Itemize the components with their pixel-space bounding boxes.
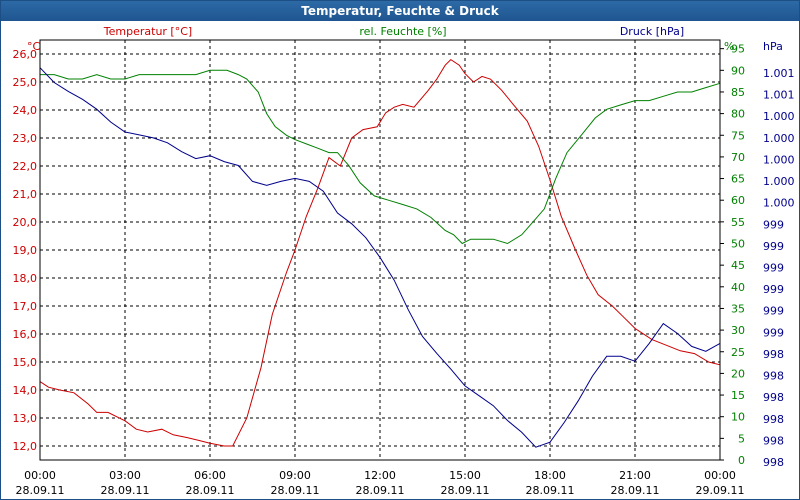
pressure-tick-label: 1.000 [763, 197, 795, 210]
pressure-tick-label: 999 [763, 240, 784, 253]
humidity-series-line [40, 69, 721, 245]
x-tick-date: 28.09.11 [611, 484, 660, 497]
temperature-tick-label: 24,0 [13, 104, 38, 117]
humidity-tick-label: 70 [731, 151, 745, 164]
humidity-tick-label: 20 [731, 367, 745, 380]
humidity-axis-title: rel. Feuchte [%] [359, 25, 446, 38]
humidity-tick-label: 0 [738, 454, 745, 467]
x-tick-date: 28.09.11 [186, 484, 235, 497]
pressure-tick-label: 998 [763, 413, 784, 426]
temperature-tick-label: 23,0 [13, 132, 38, 145]
pressure-unit: hPa [763, 40, 783, 53]
pressure-tick-label: 1.000 [763, 175, 795, 188]
humidity-tick-label: 30 [731, 324, 745, 337]
pressure-axis-title: Druck [hPa] [620, 25, 684, 38]
axes: Temperatur [°C] rel. Feuchte [%] Druck [… [13, 25, 795, 497]
temperature-tick-label: 16,0 [13, 328, 38, 341]
humidity-tick-label: 5 [738, 432, 745, 445]
x-tick-date: 28.09.11 [441, 484, 490, 497]
temperature-tick-label: 12,0 [13, 440, 38, 453]
temperature-tick-label: 15,0 [13, 356, 38, 369]
x-tick-time: 00:00 [704, 469, 736, 482]
x-tick-time: 12:00 [364, 469, 396, 482]
x-tick-time: 18:00 [534, 469, 566, 482]
series-lines [39, 58, 721, 448]
x-tick-time: 21:00 [619, 469, 651, 482]
pressure-tick-label: 1.000 [763, 132, 795, 145]
humidity-tick-label: 90 [731, 64, 745, 77]
pressure-series-line [39, 67, 721, 448]
humidity-tick-label: 40 [731, 281, 745, 294]
x-tick-time: 06:00 [194, 469, 226, 482]
x-tick-date: 29.09.11 [696, 484, 745, 497]
x-tick-time: 00:00 [24, 469, 56, 482]
humidity-tick-label: 95 [731, 43, 745, 56]
x-tick-date: 28.09.11 [16, 484, 65, 497]
pressure-tick-label: 998 [763, 348, 784, 361]
pressure-tick-label: 1.001 [763, 67, 795, 80]
plot-border [39, 39, 721, 461]
temperature-tick-label: 14,0 [13, 384, 38, 397]
humidity-unit: % [724, 40, 734, 53]
pressure-tick-label: 999 [763, 262, 784, 275]
pressure-tick-label: 998 [763, 434, 784, 447]
x-tick-date: 28.09.11 [526, 484, 575, 497]
temperature-unit: °C [27, 40, 41, 53]
temperature-series-line [39, 58, 721, 447]
x-tick-date: 28.09.11 [356, 484, 405, 497]
x-tick-time: 09:00 [279, 469, 311, 482]
x-tick-date: 28.09.11 [271, 484, 320, 497]
pressure-tick-label: 999 [763, 326, 784, 339]
temperature-tick-label: 25,0 [13, 76, 38, 89]
pressure-tick-label: 1.001 [763, 89, 795, 102]
humidity-tick-label: 50 [731, 238, 745, 251]
pressure-tick-label: 999 [763, 305, 784, 318]
pressure-tick-label: 998 [763, 370, 784, 383]
pressure-tick-label: 1.000 [763, 110, 795, 123]
humidity-tick-label: 55 [731, 216, 745, 229]
temperature-tick-label: 18,0 [13, 272, 38, 285]
humidity-tick-label: 60 [731, 194, 745, 207]
x-tick-time: 03:00 [109, 469, 141, 482]
humidity-tick-label: 35 [731, 302, 745, 315]
humidity-tick-label: 25 [731, 346, 745, 359]
humidity-tick-label: 85 [731, 86, 745, 99]
humidity-tick-label: 15 [731, 389, 745, 402]
humidity-tick-label: 80 [731, 108, 745, 121]
temperature-tick-label: 19,0 [13, 244, 38, 257]
temperature-tick-label: 22,0 [13, 160, 38, 173]
temperature-tick-label: 13,0 [13, 412, 38, 425]
temperature-axis-title: Temperatur [°C] [103, 25, 192, 38]
temperature-tick-label: 17,0 [13, 300, 38, 313]
grid [40, 40, 720, 460]
temperature-tick-label: 20,0 [13, 216, 38, 229]
humidity-tick-label: 65 [731, 173, 745, 186]
temperature-tick-label: 26,0 [13, 48, 38, 61]
pressure-tick-label: 998 [763, 456, 784, 469]
temperature-tick-label: 21,0 [13, 188, 38, 201]
pressure-tick-label: 1.000 [763, 153, 795, 166]
humidity-tick-label: 45 [731, 259, 745, 272]
x-tick-date: 28.09.11 [101, 484, 150, 497]
humidity-tick-label: 75 [731, 129, 745, 142]
pressure-tick-label: 999 [763, 283, 784, 296]
chart-title: Temperatur, Feuchte & Druck [1, 1, 799, 21]
x-tick-time: 15:00 [449, 469, 481, 482]
pressure-tick-label: 998 [763, 391, 784, 404]
humidity-tick-label: 10 [731, 411, 745, 424]
pressure-tick-label: 999 [763, 218, 784, 231]
